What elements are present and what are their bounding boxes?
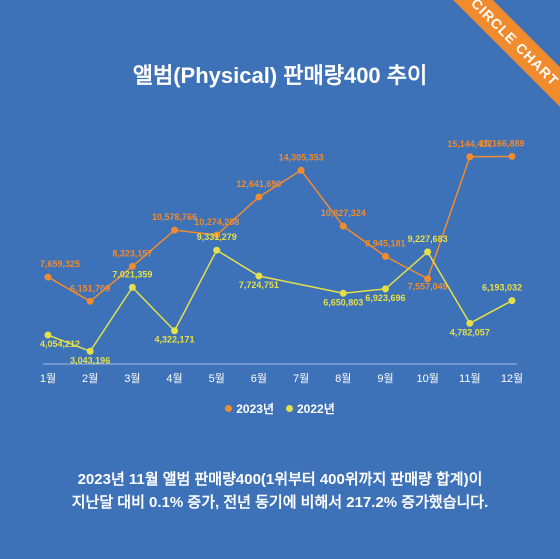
series-line — [48, 250, 512, 351]
data-point — [466, 153, 473, 160]
data-label: 10,274,258 — [194, 217, 239, 227]
x-axis-label: 8월 — [335, 372, 351, 385]
data-label: 7,659,325 — [40, 259, 80, 269]
legend-dot — [286, 405, 293, 412]
data-label: 8,323,157 — [112, 248, 152, 258]
data-point — [509, 297, 516, 304]
data-point — [129, 284, 136, 291]
x-axis-label: 2월 — [82, 372, 98, 385]
chart-canvas: CIRCLE CHART 앨범(Physical) 판매량400 추이 1월2월… — [0, 0, 560, 559]
legend-item: 2022년 — [286, 400, 335, 417]
data-point — [171, 327, 178, 334]
data-point — [509, 153, 516, 160]
data-label: 4,054,212 — [40, 339, 80, 349]
data-label: 7,724,751 — [239, 280, 279, 290]
data-label: 6,193,032 — [482, 283, 522, 293]
data-label: 4,782,057 — [450, 327, 490, 337]
data-label: 7,021,359 — [112, 269, 152, 279]
legend: 2023년 2022년 — [0, 400, 560, 417]
legend-label: 2023년 — [236, 400, 274, 417]
data-point — [340, 223, 347, 230]
caption-line-2: 지난달 대비 0.1% 증가, 전년 동기에 비해서 217.2% 증가했습니다… — [30, 491, 530, 514]
data-point — [45, 274, 52, 281]
data-label: 9,227,683 — [408, 234, 448, 244]
data-label: 6,650,803 — [323, 297, 363, 307]
data-point — [298, 167, 305, 174]
chart-title: 앨범(Physical) 판매량400 추이 — [0, 58, 560, 90]
data-label: 4,322,171 — [155, 335, 195, 345]
data-label: 14,305,353 — [279, 152, 324, 162]
data-label: 6,923,696 — [365, 293, 405, 303]
x-axis-label: 3월 — [124, 372, 140, 385]
data-point — [87, 298, 94, 305]
data-label: 7,557,049 — [408, 282, 448, 292]
data-point — [382, 253, 389, 260]
data-point — [382, 285, 389, 292]
caption: 2023년 11월 앨범 판매량400(1위부터 400위까지 판매량 합계)이… — [30, 468, 530, 515]
x-axis-label: 1월 — [40, 372, 56, 385]
data-point — [87, 348, 94, 355]
data-label: 6,151,709 — [70, 283, 110, 293]
data-point — [171, 227, 178, 234]
data-point — [340, 290, 347, 297]
x-axis-label: 11월 — [459, 372, 481, 385]
legend-item: 2023년 — [225, 400, 274, 417]
data-point — [45, 332, 52, 339]
data-label: 15,166,889 — [479, 138, 524, 148]
x-axis-label: 10월 — [416, 372, 438, 385]
data-label: 10,578,766 — [152, 212, 197, 222]
legend-label: 2022년 — [297, 400, 335, 417]
caption-line-1: 2023년 11월 앨범 판매량400(1위부터 400위까지 판매량 합계)이 — [30, 468, 530, 491]
line-chart: 1월 2월 3월 4월 5월 6월 7월 8월 9월 10월 11월 12월 7,659,325 6,15… — [30, 115, 530, 395]
data-label: 12,641,690 — [236, 179, 281, 189]
data-point — [255, 194, 262, 201]
data-point — [466, 320, 473, 327]
x-axis-label: 4월 — [166, 372, 182, 385]
chart-area: 1월 2월 3월 4월 5월 6월 7월 8월 9월 10월 11월 12월 7,659,325 6,15… — [30, 115, 530, 395]
legend-dot — [225, 405, 232, 412]
x-axis-label: 7월 — [293, 372, 309, 385]
x-axis-label: 12월 — [501, 372, 523, 385]
x-axis-label: 6월 — [251, 372, 267, 385]
data-point — [424, 248, 431, 255]
data-label: 3,043,196 — [70, 355, 110, 365]
x-axis-label: 5월 — [209, 372, 225, 385]
x-axis-label: 9월 — [377, 372, 393, 385]
data-label: 8,945,181 — [365, 238, 405, 248]
data-point — [255, 273, 262, 280]
data-label: 9,331,279 — [197, 232, 237, 242]
data-label: 10,827,324 — [321, 208, 366, 218]
data-point — [213, 247, 220, 254]
